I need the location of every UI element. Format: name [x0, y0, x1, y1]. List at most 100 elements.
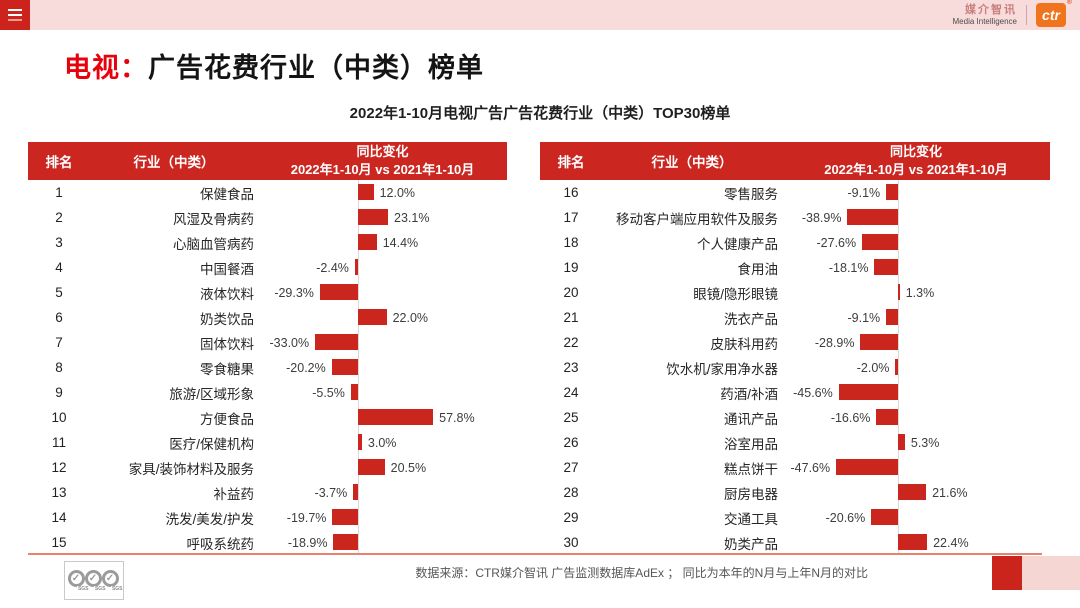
- industry-name: 中国餐酒: [200, 261, 254, 277]
- value-bar: [358, 234, 377, 250]
- value-bar: [895, 359, 898, 375]
- axis-line: [358, 380, 359, 405]
- industry-name: 风湿及骨病药: [173, 211, 254, 227]
- industry-name: 眼镜/隐形眼镜: [693, 286, 778, 302]
- value-bar: [874, 259, 898, 275]
- bar-chart-cell: -18.1%: [782, 255, 1050, 280]
- value-bar: [332, 509, 358, 525]
- value-bar: [319, 284, 358, 300]
- rank-number: 5: [55, 285, 63, 300]
- bar-chart-cell: -5.5%: [258, 380, 507, 405]
- industry-name: 皮肤科用药: [710, 336, 779, 352]
- value-label: -38.9%: [801, 210, 842, 225]
- table-row: 4 中国餐酒 -2.4%: [28, 255, 507, 280]
- table-row: 13 补益药 -3.7%: [28, 480, 507, 505]
- industry-name: 奶类产品: [724, 536, 778, 552]
- value-bar: [358, 409, 434, 425]
- value-label: -9.1%: [847, 185, 881, 200]
- axis-line: [898, 380, 899, 405]
- axis-line: [358, 330, 359, 355]
- value-bar: [331, 359, 358, 375]
- axis-line: [898, 180, 899, 205]
- rank-number: 13: [51, 485, 67, 500]
- hamburger-menu-icon[interactable]: [0, 0, 30, 30]
- sgs-label: SGS: [76, 585, 89, 592]
- data-source-note: 数据来源：CTR媒介智讯 广告监测数据库AdEx ； 同比为本年的N月与上年N月…: [415, 566, 868, 580]
- table-row: 16 零售服务 -9.1%: [540, 180, 1050, 205]
- industry-name: 饮水机/家用净水器: [666, 361, 778, 377]
- industry-name: 药酒/补酒: [720, 386, 778, 402]
- rank-number: 30: [563, 535, 579, 550]
- table-row: 3 心脑血管病药 14.4%: [28, 230, 507, 255]
- rank-number: 6: [55, 310, 63, 325]
- bar-chart-cell: -9.1%: [782, 305, 1050, 330]
- industry-name: 呼吸系统药: [186, 536, 255, 552]
- value-bar: [358, 459, 385, 475]
- value-bar: [350, 384, 358, 400]
- value-bar: [847, 209, 898, 225]
- bar-chart-cell: -38.9%: [782, 205, 1050, 230]
- header-change: 同比变化 2022年1-10月 vs 2021年1-10月: [258, 143, 507, 179]
- header-industry: 行业（中类）: [651, 155, 733, 170]
- header-change-line1: 同比变化: [356, 143, 409, 159]
- bar-chart-cell: -33.0%: [258, 330, 507, 355]
- table-row: 26 浴室用品 5.3%: [540, 430, 1050, 455]
- bar-chart-cell: -18.9%: [258, 530, 507, 555]
- table-row: 11 医疗/保健机构 3.0%: [28, 430, 507, 455]
- industry-name: 零售服务: [724, 186, 778, 202]
- bar-chart-cell: 12.0%: [258, 180, 507, 205]
- industry-name: 旅游/区域形象: [169, 386, 254, 402]
- brand-logo: 媒介智讯 Media Intelligence ctr ®: [953, 0, 1080, 30]
- value-label: -5.5%: [312, 385, 345, 400]
- value-label: -18.9%: [287, 535, 328, 550]
- bar-chart-cell: -45.6%: [782, 380, 1050, 405]
- industry-name: 交通工具: [724, 511, 778, 527]
- sgs-label: SGS: [93, 585, 106, 592]
- value-label: -2.0%: [856, 360, 890, 375]
- top-bar: 媒介智讯 Media Intelligence ctr ®: [0, 0, 1080, 30]
- value-bar: [898, 534, 928, 550]
- header-change-line2: 2022年1-10月 vs 2021年1-10月: [824, 162, 1008, 177]
- industry-name: 补益药: [213, 486, 255, 502]
- rank-number: 22: [563, 335, 579, 350]
- rank-number: 17: [563, 210, 579, 225]
- value-bar: [876, 409, 898, 425]
- brand-divider: [1026, 5, 1027, 25]
- value-bar: [871, 509, 898, 525]
- bar-chart-cell: 21.6%: [782, 480, 1050, 505]
- rank-number: 28: [563, 485, 579, 500]
- sgs-check-icon: ✓: [84, 569, 102, 587]
- bar-chart-cell: -47.6%: [782, 455, 1050, 480]
- footer-red-block: [992, 556, 1022, 590]
- bar-chart-cell: -3.7%: [258, 480, 507, 505]
- value-bar: [353, 484, 358, 500]
- value-bar: [898, 284, 900, 300]
- table-row: 14 洗发/美发/护发 -19.7%: [28, 505, 507, 530]
- table-row: 28 厨房电器 21.6%: [540, 480, 1050, 505]
- bar-chart-cell: 22.0%: [258, 305, 507, 330]
- industry-name: 个人健康产品: [697, 236, 778, 252]
- value-label: -20.6%: [825, 510, 866, 525]
- rank-number: 7: [55, 335, 63, 350]
- bar-chart-cell: -2.0%: [782, 355, 1050, 380]
- table-rows: 1 保健食品 12.0% 2 风湿及骨病药 23.1% 3 心脑血管病药 14.4% 4 中国餐酒 -…: [28, 180, 507, 555]
- rank-number: 10: [51, 410, 67, 425]
- rank-number: 23: [563, 360, 579, 375]
- value-label: 20.5%: [390, 460, 427, 475]
- value-label: 1.3%: [905, 285, 935, 300]
- industry-name: 厨房电器: [724, 486, 778, 502]
- value-bar: [860, 334, 898, 350]
- table-row: 6 奶类饮品 22.0%: [28, 305, 507, 330]
- value-label: -27.6%: [816, 235, 857, 250]
- value-bar: [836, 459, 898, 475]
- registered-mark: ®: [1066, 0, 1072, 6]
- value-bar: [358, 309, 387, 325]
- bar-chart-cell: 57.8%: [258, 405, 507, 430]
- ranking-table-right: 排名 行业（中类） 同比变化 2022年1-10月 vs 2021年1-10月 …: [540, 142, 1050, 555]
- value-bar: [358, 209, 389, 225]
- bar-chart-cell: -28.9%: [782, 330, 1050, 355]
- industry-name: 食用油: [737, 261, 779, 277]
- rank-number: 12: [51, 460, 67, 475]
- bar-chart-cell: 1.3%: [782, 280, 1050, 305]
- sgs-logo-icon: ✓ SGS: [67, 569, 89, 592]
